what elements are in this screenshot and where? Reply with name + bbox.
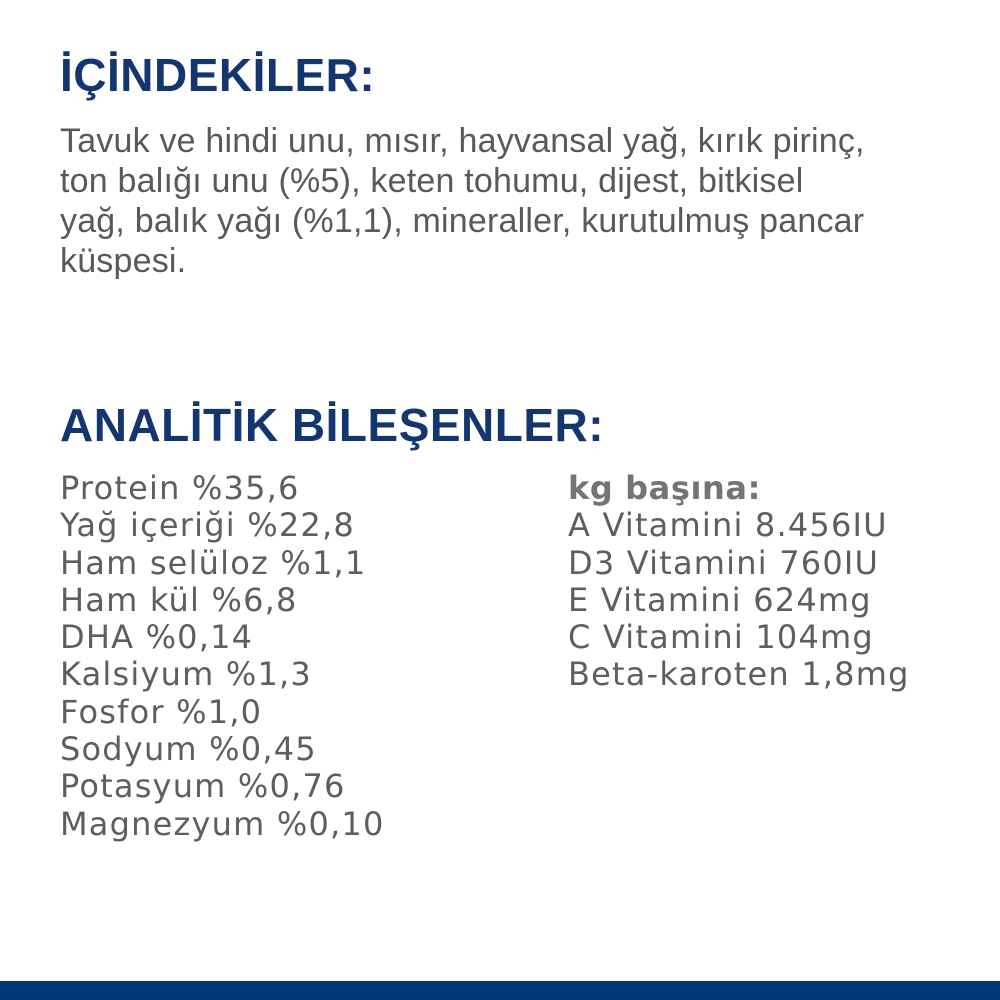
analytic-item: Kalsiyum %1,3 xyxy=(60,655,312,694)
ingredients-line: Tavuk ve hindi unu, mısır, hayvansal yağ… xyxy=(60,122,865,160)
ingredients-heading: İÇİNDEKİLER: xyxy=(60,49,376,101)
analytic-item: Sodyum %0,45 xyxy=(60,730,317,769)
analytic-item: Ham selüloz %1,1 xyxy=(60,543,367,582)
per-kg-item: E Vitamini 624mg xyxy=(568,580,872,619)
per-kg-item: Beta-karoten 1,8mg xyxy=(568,655,910,694)
analytic-item: Magnezyum %0,10 xyxy=(60,804,385,843)
ingredients-line: ton balığı unu (%5), keten tohumu, dijes… xyxy=(60,162,804,200)
analytic-item: DHA %0,14 xyxy=(60,618,254,657)
ingredients-line: küspesi. xyxy=(60,242,187,280)
per-kg-list: kg başına: A Vitamini 8.456IU D3 Vitamin… xyxy=(568,469,988,694)
per-kg-heading: kg başına: xyxy=(568,469,762,507)
per-kg-item: C Vitamini 104mg xyxy=(568,618,874,657)
footer-accent-bar xyxy=(0,981,1000,1000)
analytical-components-columns: Protein %35,6 Yağ içeriği %22,8 Ham selü… xyxy=(60,469,988,843)
analytic-item: Fosfor %1,0 xyxy=(60,692,263,731)
per-kg-item: D3 Vitamini 760IU xyxy=(568,543,880,582)
analytical-components-heading: ANALİTİK BİLEŞENLER: xyxy=(60,399,605,451)
analytic-item: Yağ içeriği %22,8 xyxy=(60,506,355,545)
analytic-item: Potasyum %0,76 xyxy=(60,767,346,806)
analytical-components-list: Protein %35,6 Yağ içeriği %22,8 Ham selü… xyxy=(60,469,568,843)
ingredients-line: yağ, balık yağı (%1,1), mineraller, kuru… xyxy=(60,202,865,240)
per-kg-item: A Vitamini 8.456IU xyxy=(568,506,888,545)
ingredients-paragraph: Tavuk ve hindi unu, mısır, hayvansal yağ… xyxy=(60,121,865,281)
analytic-item: Protein %35,6 xyxy=(60,469,300,507)
analytic-item: Ham kül %6,8 xyxy=(60,580,298,619)
